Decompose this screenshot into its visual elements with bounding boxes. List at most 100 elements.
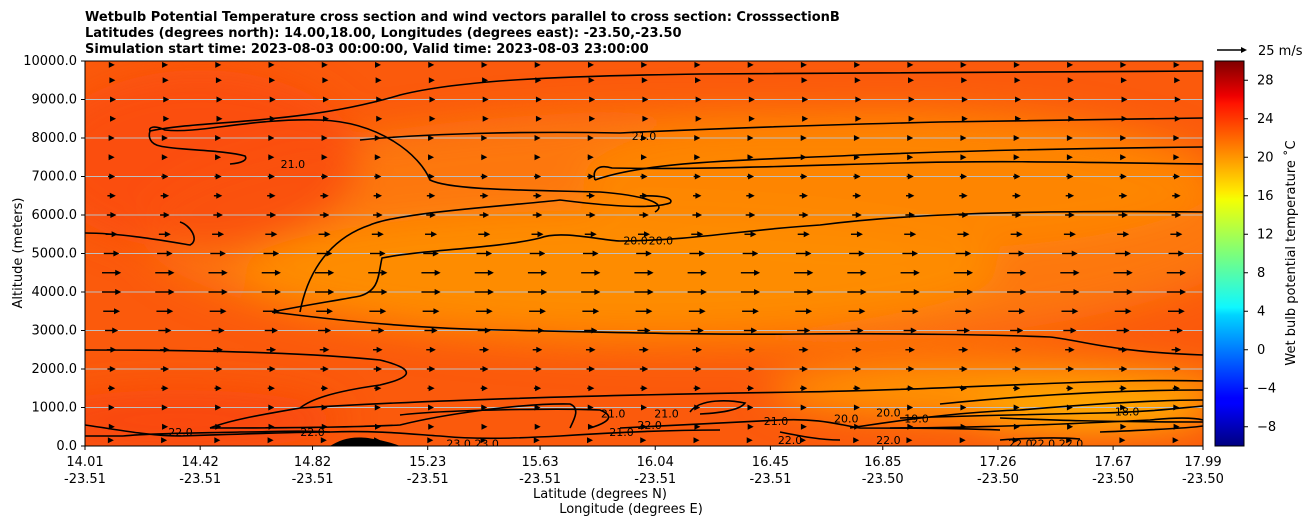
wind-vector [1066,404,1073,411]
wind-vector [849,250,865,257]
wind-vector [746,192,755,199]
wind-vector [482,96,489,103]
wind-vector [1172,437,1179,444]
wind-vector-head [484,231,491,238]
wind-vector [532,346,543,353]
wind-vector-head [1241,47,1247,53]
wind-vector [638,231,650,238]
wind-vector-head [215,135,222,141]
wind-vector-head [1014,366,1021,372]
x-tick-label-latitude: 14.42 [182,455,219,470]
wind-vector [374,135,381,141]
wind-vector [694,423,701,430]
wind-vector-head [428,154,435,161]
wind-vector [641,135,647,141]
colorbar-tick-label: 28 [1257,73,1274,88]
wind-vector [584,231,597,238]
wind-vector-head [107,437,114,444]
wind-vector-head [535,173,542,180]
wind-vector [476,250,493,257]
wind-vector [105,231,118,238]
wind-vector [955,308,972,315]
wind-vector [428,77,435,84]
wind-vector [1121,115,1128,122]
wind-vector [215,404,222,411]
wind-vector-head [591,327,598,334]
wind-vector-head [533,437,540,444]
wind-vector-head [748,192,755,199]
wind-vector-head [428,135,435,141]
wind-vector-head [108,61,115,68]
wind-vector [688,308,706,315]
wind-vector [581,289,601,295]
wind-vector [160,366,170,372]
contour-label: 19.0 [904,412,929,425]
wind-vector-head [1015,212,1022,218]
wind-vector [795,250,812,257]
wind-vector-head [215,385,222,392]
wind-vector-head [588,192,595,199]
wind-vector [908,96,915,103]
wind-vector [748,77,755,84]
wind-vector-head [481,154,488,161]
wind-vector [161,404,168,411]
wind-vector-head [801,77,808,84]
wind-vector-head [482,115,489,122]
wind-vector [640,173,648,180]
wind-vector-head [907,423,914,430]
wind-vector-head [800,135,807,141]
wind-vector [1015,115,1022,122]
wind-vector [425,231,438,238]
wind-vector-head [959,437,966,444]
wind-vector-head [641,385,648,392]
wind-vector [215,423,222,430]
wind-vector-head [268,173,275,180]
wind-vector [1066,437,1073,444]
wind-vector [319,212,330,218]
wind-vector-head [749,212,756,218]
wind-vector-head [587,154,594,161]
wind-vector [268,154,275,161]
wind-vector-head [214,437,221,444]
contour-label: 20.0 [834,413,859,426]
wind-vector-head [216,366,223,372]
wind-vector [1067,77,1074,84]
wind-vector [316,250,333,257]
wind-vector [855,115,862,122]
wind-vector [1173,404,1180,411]
wind-vector [533,366,542,372]
wind-vector [474,269,494,276]
wind-vector [428,61,435,68]
wind-vector [321,154,328,161]
contour-label: 21.0 [764,415,789,428]
wind-vector [265,231,278,238]
wind-vector [103,250,120,257]
wind-vector-head [747,404,754,411]
wind-vector-head [754,269,761,276]
wind-vector [527,269,548,276]
wind-vector [800,173,808,180]
contour-label: 22.0 [876,434,901,447]
wind-vector [953,269,974,276]
wind-vector-head [908,212,915,218]
wind-vector-head [1120,77,1127,84]
wind-vector [1113,289,1133,295]
wind-vector [1065,212,1075,218]
y-tick-label: 5000.0 [32,247,78,262]
wind-vector [321,135,328,141]
wind-vector [695,77,702,84]
wind-vector-head [907,154,914,161]
wind-vector-head [428,77,435,84]
wind-vector-head [1067,61,1074,68]
wind-vector [102,289,122,295]
wind-vector-head [961,96,968,103]
wind-vector [535,115,542,122]
wind-vector-head [377,231,384,238]
wind-vector [695,96,702,103]
wind-vector-head [749,346,756,353]
wind-vector [854,423,861,430]
x-tick-label-longitude: -23.51 [634,472,676,487]
wind-vector-head [642,96,649,103]
wind-vector [162,77,169,84]
wind-vector [740,269,761,276]
